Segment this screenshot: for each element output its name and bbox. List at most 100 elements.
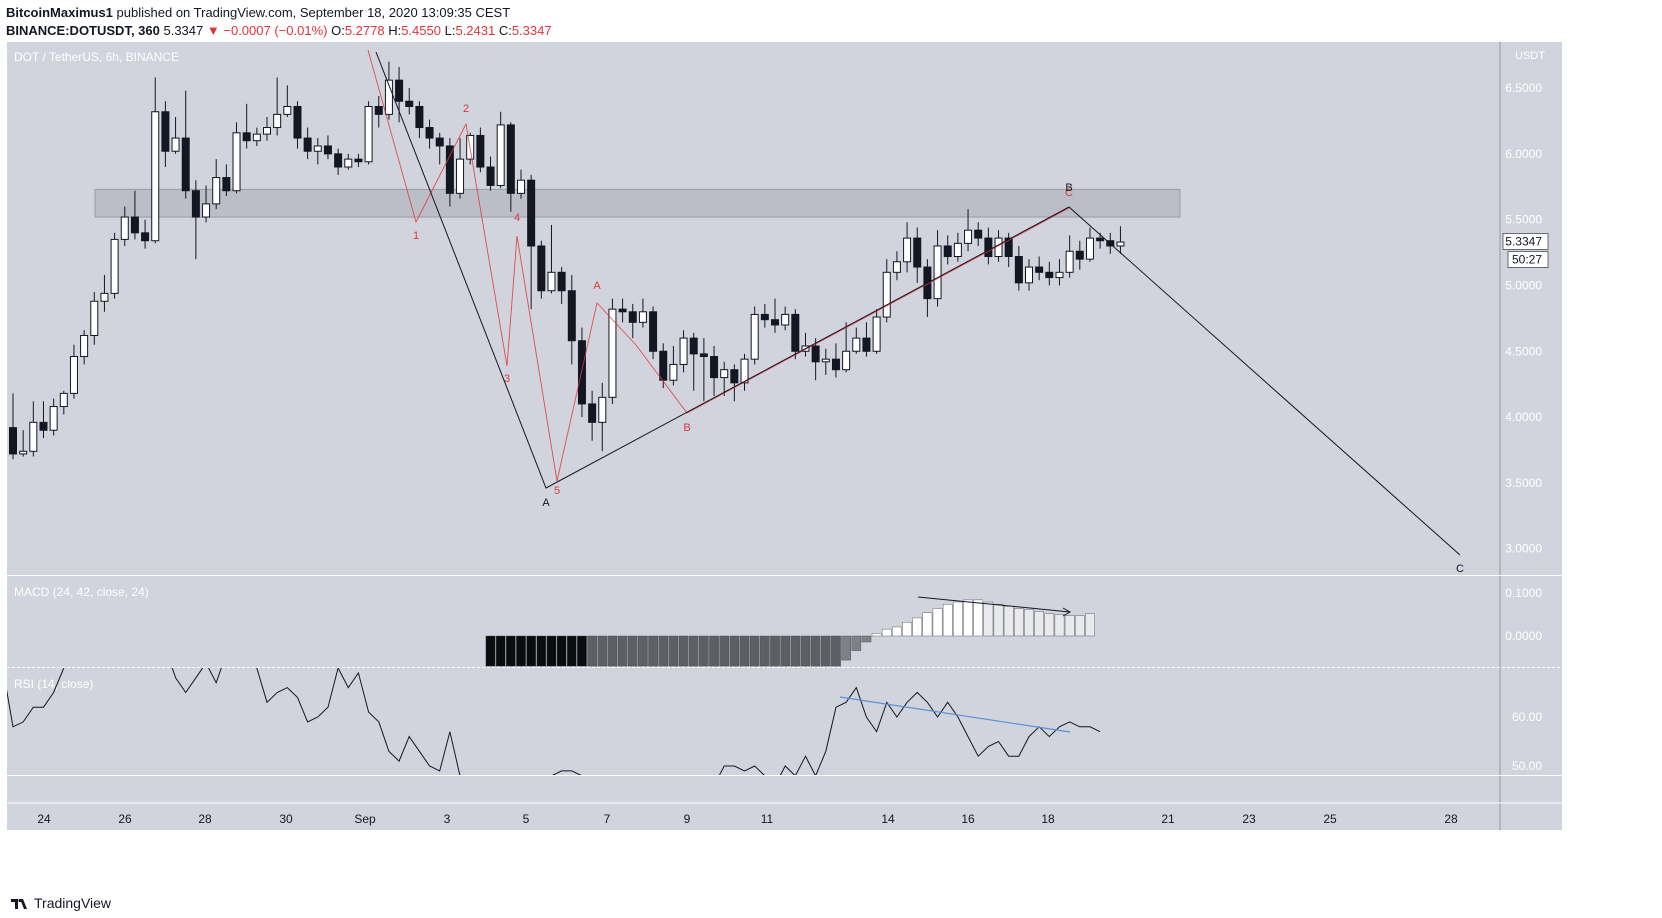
- macd-bar: [577, 635, 587, 667]
- macd-bar: [963, 599, 973, 637]
- macd-trend-arrow-icon: [1062, 607, 1072, 617]
- macd-bar: [942, 603, 953, 637]
- candle: [557, 271, 566, 292]
- macd-bar: [770, 635, 780, 667]
- high-label: H:: [388, 23, 402, 38]
- candle: [862, 337, 871, 352]
- macd-bar: [485, 635, 496, 667]
- current-price-marker: [1502, 233, 1549, 250]
- candle: [374, 105, 383, 115]
- candle: [791, 313, 800, 352]
- time-tick-label: 7: [604, 812, 611, 826]
- macd-bar: [1085, 613, 1095, 637]
- wave-label: 4: [514, 212, 520, 224]
- candle: [384, 79, 393, 115]
- wave-label: 2: [463, 103, 469, 115]
- time-tick-label: 18: [1041, 812, 1055, 826]
- candle: [598, 396, 607, 423]
- candle: [364, 105, 373, 163]
- tradingview-logo-icon: [11, 898, 27, 909]
- candle: [496, 124, 505, 186]
- macd-bar: [617, 635, 628, 667]
- current-price-label: 5.3347: [1505, 234, 1542, 248]
- candle: [405, 100, 414, 107]
- candle: [933, 245, 942, 300]
- macd-bar: [851, 635, 862, 651]
- time-tick-label: 30: [279, 812, 293, 826]
- macd-bar: [1014, 608, 1024, 637]
- macd-bar: [841, 635, 851, 661]
- candle: [9, 427, 17, 455]
- macd-bar: [892, 626, 902, 637]
- candle: [191, 190, 200, 218]
- candle: [476, 134, 485, 168]
- candle: [334, 153, 343, 168]
- macd-bar: [688, 635, 699, 667]
- candle: [1055, 271, 1064, 279]
- time-axis-background: [7, 803, 1562, 830]
- wave-label: C: [1456, 563, 1464, 575]
- macd-bar: [749, 635, 760, 667]
- candle: [19, 450, 28, 455]
- candle: [527, 179, 536, 247]
- candle: [842, 350, 851, 371]
- macd-bar: [973, 599, 983, 637]
- low-value: 5.2431: [455, 23, 496, 38]
- price-tick-label: 6.0000: [1505, 147, 1542, 161]
- time-tick-label: 25: [1323, 812, 1337, 826]
- ohlc-header: BINANCE:DOTUSDT, 360 5.3347 ▼ −0.0007 (−…: [6, 23, 552, 38]
- macd-bar: [1003, 606, 1014, 637]
- wave-label: A: [542, 497, 550, 509]
- candle: [618, 308, 627, 313]
- candle: [323, 145, 332, 155]
- candle: [974, 229, 983, 239]
- rsi-tick-label: 60.00: [1512, 710, 1542, 724]
- time-tick-label: 21: [1161, 812, 1175, 826]
- time-tick-label: 23: [1242, 812, 1256, 826]
- macd-bar: [587, 635, 597, 667]
- macd-bar: [638, 635, 648, 667]
- macd-bar: [719, 635, 729, 667]
- candle: [821, 358, 830, 363]
- macd-bar: [658, 635, 669, 667]
- wave-label: 5: [554, 485, 560, 497]
- publisher-name[interactable]: BitcoinMaximus1: [6, 5, 113, 20]
- macd-bar: [1024, 609, 1034, 637]
- candle: [588, 403, 597, 423]
- candle: [547, 271, 556, 292]
- candle: [222, 177, 231, 192]
- candle: [517, 179, 525, 194]
- macd-bar: [953, 601, 963, 637]
- wave-label: B: [1065, 182, 1072, 194]
- macd-bar: [922, 612, 933, 637]
- macd-bar: [983, 601, 994, 637]
- macd-bar: [607, 635, 618, 667]
- candle: [303, 137, 312, 152]
- macd-bar: [729, 635, 740, 667]
- close-value: 5.3347: [511, 23, 552, 38]
- time-tick-label: 16: [961, 812, 975, 826]
- candle: [506, 124, 515, 194]
- candle: [171, 137, 180, 152]
- candle: [913, 237, 922, 268]
- symbol-label: BINANCE:DOTUSDT, 360: [6, 23, 160, 38]
- candle: [831, 358, 840, 371]
- candle: [415, 105, 424, 129]
- candle: [445, 145, 454, 194]
- macd-bar: [506, 635, 516, 667]
- candle: [984, 237, 993, 258]
- candle: [964, 229, 973, 244]
- macd-bar: [495, 635, 506, 667]
- macd-bar: [1054, 614, 1065, 637]
- time-tick-label: 14: [881, 812, 895, 826]
- candle: [263, 127, 271, 135]
- rsi-line: [7, 668, 1101, 775]
- footer-brand: TradingView: [10, 895, 111, 911]
- candle: [130, 216, 139, 234]
- candle: [781, 313, 790, 326]
- rsi-tick-label: 50.00: [1512, 759, 1542, 773]
- price-tick-label: 6.5000: [1505, 81, 1542, 95]
- candle: [811, 345, 820, 363]
- candle: [537, 245, 546, 292]
